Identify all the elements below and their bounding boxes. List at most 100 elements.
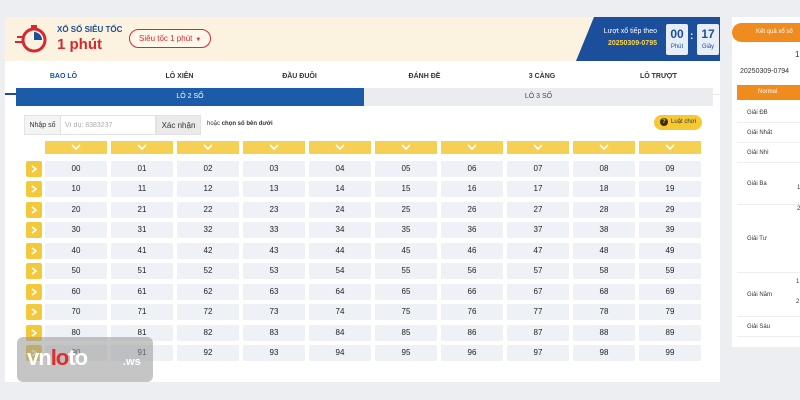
number-cell[interactable]: 13 xyxy=(243,181,305,197)
number-cell[interactable]: 70 xyxy=(45,304,107,320)
number-cell[interactable]: 03 xyxy=(243,161,305,177)
number-cell[interactable]: 73 xyxy=(243,304,305,320)
number-cell[interactable]: 57 xyxy=(507,263,569,279)
number-cell[interactable]: 12 xyxy=(177,181,239,197)
number-cell[interactable]: 41 xyxy=(111,243,173,259)
row-select-4[interactable] xyxy=(26,243,42,259)
number-cell[interactable]: 42 xyxy=(177,243,239,259)
number-cell[interactable]: 74 xyxy=(309,304,371,320)
tab-lo-xien[interactable]: LÔ XIÊN xyxy=(165,73,194,80)
number-cell[interactable]: 61 xyxy=(111,284,173,300)
number-cell[interactable]: 15 xyxy=(375,181,437,197)
column-select-1[interactable] xyxy=(111,141,173,154)
number-cell[interactable]: 27 xyxy=(507,202,569,218)
row-select-6[interactable] xyxy=(26,284,42,300)
row-select-3[interactable] xyxy=(26,222,42,238)
number-cell[interactable]: 93 xyxy=(243,345,305,361)
row-select-5[interactable] xyxy=(26,263,42,279)
number-cell[interactable]: 62 xyxy=(177,284,239,300)
number-cell[interactable]: 95 xyxy=(375,345,437,361)
number-cell[interactable]: 01 xyxy=(111,161,173,177)
number-cell[interactable]: 46 xyxy=(441,243,503,259)
row-select-7[interactable] xyxy=(26,304,42,320)
number-cell[interactable]: 88 xyxy=(573,325,635,341)
number-cell[interactable]: 36 xyxy=(441,222,503,238)
column-select-8[interactable] xyxy=(573,141,635,154)
column-select-9[interactable] xyxy=(639,141,701,154)
number-cell[interactable]: 63 xyxy=(243,284,305,300)
number-cell[interactable]: 56 xyxy=(441,263,503,279)
number-cell[interactable]: 92 xyxy=(177,345,239,361)
row-select-1[interactable] xyxy=(26,181,42,197)
number-cell[interactable]: 72 xyxy=(177,304,239,320)
tab-lo-truot[interactable]: LÔ TRƯỢT xyxy=(639,73,678,80)
number-cell[interactable]: 24 xyxy=(309,202,371,218)
number-cell[interactable]: 99 xyxy=(639,345,701,361)
number-cell[interactable]: 08 xyxy=(573,161,635,177)
number-cell[interactable]: 35 xyxy=(375,222,437,238)
number-cell[interactable]: 86 xyxy=(441,325,503,341)
number-cell[interactable]: 82 xyxy=(177,325,239,341)
number-cell[interactable]: 48 xyxy=(573,243,635,259)
number-cell[interactable]: 17 xyxy=(507,181,569,197)
number-cell[interactable]: 78 xyxy=(573,304,635,320)
number-cell[interactable]: 26 xyxy=(441,202,503,218)
number-cell[interactable]: 32 xyxy=(177,222,239,238)
number-cell[interactable]: 45 xyxy=(375,243,437,259)
number-cell[interactable]: 76 xyxy=(441,304,503,320)
number-cell[interactable]: 06 xyxy=(441,161,503,177)
subtab-lo-3-so[interactable]: LÔ 3 SỐ xyxy=(524,93,553,100)
column-select-0[interactable] xyxy=(45,141,107,154)
results-mode-tab[interactable]: Normal xyxy=(737,85,800,100)
number-cell[interactable]: 87 xyxy=(507,325,569,341)
confirm-button[interactable]: Xác nhận xyxy=(156,115,201,135)
number-cell[interactable]: 10 xyxy=(45,181,107,197)
number-cell[interactable]: 94 xyxy=(309,345,371,361)
number-cell[interactable]: 96 xyxy=(441,345,503,361)
number-cell[interactable]: 50 xyxy=(45,263,107,279)
number-cell[interactable]: 64 xyxy=(309,284,371,300)
row-select-2[interactable] xyxy=(26,202,42,218)
column-select-2[interactable] xyxy=(177,141,239,154)
number-cell[interactable]: 84 xyxy=(309,325,371,341)
number-cell[interactable]: 14 xyxy=(309,181,371,197)
number-input[interactable] xyxy=(60,115,156,135)
number-cell[interactable]: 55 xyxy=(375,263,437,279)
column-select-6[interactable] xyxy=(441,141,503,154)
number-cell[interactable]: 02 xyxy=(177,161,239,177)
number-cell[interactable]: 31 xyxy=(111,222,173,238)
number-cell[interactable]: 37 xyxy=(507,222,569,238)
number-cell[interactable]: 40 xyxy=(45,243,107,259)
tab-3-cang[interactable]: 3 CÀNG xyxy=(528,73,556,80)
tab-dau-duoi[interactable]: ĐẦU ĐUÔI xyxy=(282,73,317,80)
number-cell[interactable]: 09 xyxy=(639,161,701,177)
number-cell[interactable]: 49 xyxy=(639,243,701,259)
number-cell[interactable]: 85 xyxy=(375,325,437,341)
number-cell[interactable]: 52 xyxy=(177,263,239,279)
number-cell[interactable]: 98 xyxy=(573,345,635,361)
number-cell[interactable]: 44 xyxy=(309,243,371,259)
number-cell[interactable]: 69 xyxy=(639,284,701,300)
number-cell[interactable]: 71 xyxy=(111,304,173,320)
subtab-lo-2-so[interactable]: LÔ 2 SỐ xyxy=(16,88,364,106)
number-cell[interactable]: 30 xyxy=(45,222,107,238)
number-cell[interactable]: 22 xyxy=(177,202,239,218)
number-cell[interactable]: 75 xyxy=(375,304,437,320)
number-cell[interactable]: 77 xyxy=(507,304,569,320)
number-cell[interactable]: 67 xyxy=(507,284,569,300)
row-select-0[interactable] xyxy=(26,161,42,177)
number-cell[interactable]: 65 xyxy=(375,284,437,300)
number-cell[interactable]: 28 xyxy=(573,202,635,218)
number-cell[interactable]: 89 xyxy=(639,325,701,341)
column-select-3[interactable] xyxy=(243,141,305,154)
number-cell[interactable]: 39 xyxy=(639,222,701,238)
number-cell[interactable]: 19 xyxy=(639,181,701,197)
number-cell[interactable]: 38 xyxy=(573,222,635,238)
number-cell[interactable]: 16 xyxy=(441,181,503,197)
number-cell[interactable]: 59 xyxy=(639,263,701,279)
game-speed-select[interactable]: Siêu tốc 1 phút ▼ xyxy=(129,29,212,48)
column-select-7[interactable] xyxy=(507,141,569,154)
number-cell[interactable]: 58 xyxy=(573,263,635,279)
number-cell[interactable]: 79 xyxy=(639,304,701,320)
number-cell[interactable]: 33 xyxy=(243,222,305,238)
